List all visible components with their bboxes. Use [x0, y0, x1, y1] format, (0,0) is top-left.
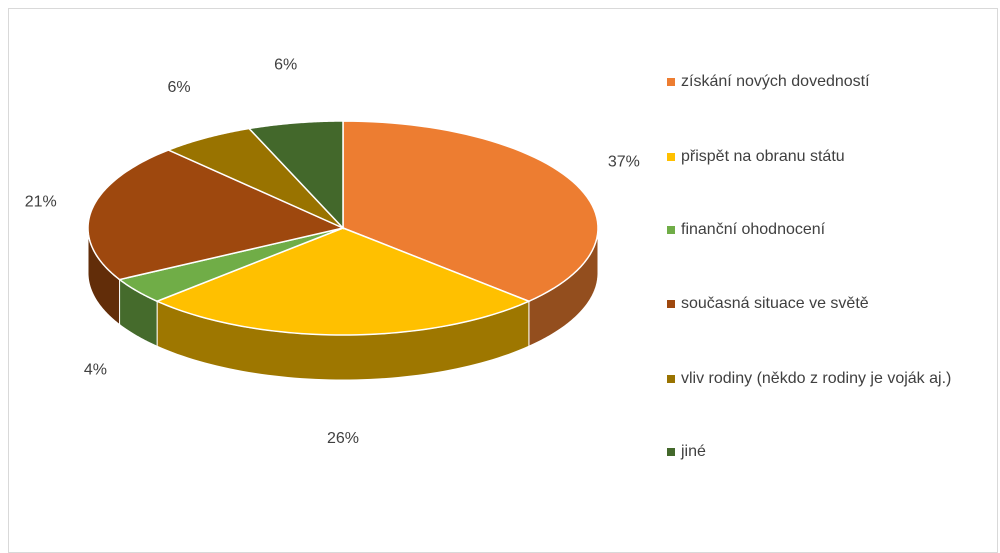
- legend-item: získání nových dovedností: [667, 69, 967, 95]
- legend-item: jiné: [667, 439, 967, 465]
- data-label: 21%: [25, 193, 57, 210]
- data-label: 6%: [274, 56, 297, 73]
- data-label: 37%: [608, 153, 640, 170]
- pie-slice: [342, 120, 599, 303]
- legend-item: současná situace ve světě: [667, 291, 967, 317]
- pie-slice: [117, 227, 344, 303]
- legend-label: vliv rodiny (někdo z rodiny je voják aj.…: [681, 370, 952, 387]
- legend-label: jiné: [681, 443, 706, 460]
- legend-swatch: [667, 78, 675, 86]
- data-label: 4%: [84, 362, 107, 379]
- legend-swatch: [667, 448, 675, 456]
- pie-slice: [247, 120, 344, 230]
- legend-swatch: [667, 226, 675, 234]
- legend-label: získání nových dovedností: [681, 73, 870, 90]
- legend-label: současná situace ve světě: [681, 295, 869, 312]
- legend-swatch: [667, 153, 675, 161]
- legend-swatch: [667, 300, 675, 308]
- data-label: 26%: [327, 430, 359, 447]
- pie-slice: [155, 227, 531, 336]
- data-label: 6%: [167, 79, 190, 96]
- legend-item: finanční ohodnocení: [667, 217, 967, 243]
- legend-item: přispět na obranu státu: [667, 144, 967, 170]
- pie-slice: [87, 149, 346, 281]
- legend-item: vliv rodiny (někdo z rodiny je voják aj.…: [667, 366, 967, 392]
- legend-label: finanční ohodnocení: [681, 221, 826, 238]
- legend-swatch: [667, 375, 675, 383]
- pie-slice: [166, 127, 344, 229]
- legend-label: přispět na obranu státu: [681, 148, 845, 165]
